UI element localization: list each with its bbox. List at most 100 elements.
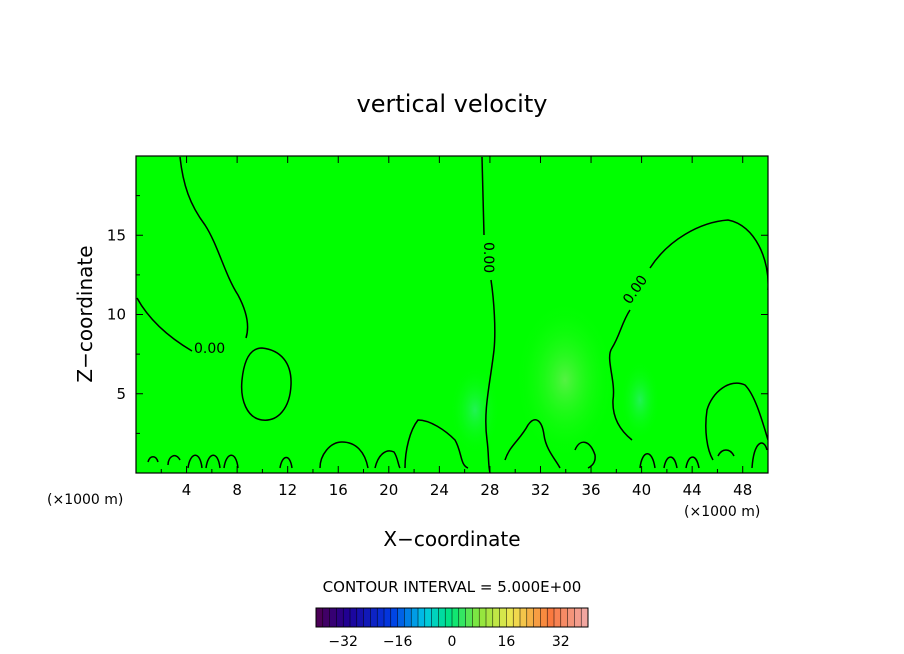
contour-line [663, 456, 678, 469]
colorbar-swatch [370, 608, 378, 627]
colorbar-tick-label: −16 [383, 634, 413, 650]
colorbar-swatch [322, 608, 330, 627]
plot-area: 0.00 0.00 0.00 4 8 12 16 20 24 28 32 36 40 44 48 51… [107, 155, 769, 499]
x-axis-ticks: 4 8 12 16 20 24 28 32 36 40 44 48 [160, 156, 752, 499]
colorbar-swatch [533, 608, 541, 627]
contour-line [481, 156, 485, 236]
colorbar-swatch [424, 608, 432, 627]
contour-lines [136, 156, 768, 473]
colorbar-tick-label: −32 [328, 634, 358, 650]
contour-line [279, 456, 293, 469]
colorbar-swatch [329, 608, 337, 627]
x-tick-label: 8 [232, 481, 242, 499]
y-tick-label: 15 [107, 226, 126, 244]
contour-line [717, 449, 735, 457]
contour-line [167, 454, 181, 466]
x-tick-label: 36 [581, 481, 600, 499]
colorbar-swatch [363, 608, 371, 627]
field-shading [515, 300, 615, 460]
x-axis-title: X−coordinate [383, 527, 520, 551]
contour-line [187, 454, 203, 469]
contour-label: 0.00 [480, 242, 496, 273]
colorbar-swatch [479, 608, 487, 627]
contour-line [685, 456, 700, 469]
contour-line [504, 419, 561, 469]
colorbar-swatch [452, 608, 460, 627]
contour-line [136, 297, 193, 352]
contour-line [404, 419, 469, 469]
colorbar-tick-label: 16 [497, 634, 515, 650]
contour-line [574, 441, 596, 469]
colorbar-swatch [486, 608, 494, 627]
contour-line [205, 454, 221, 469]
colorbar-swatch [418, 608, 426, 627]
colorbar-swatch [316, 608, 324, 627]
y-axis-ticks: 5 10 15 [107, 195, 768, 434]
contour-line [485, 279, 496, 473]
field-shading [620, 360, 660, 440]
colorbar-swatch [581, 608, 589, 627]
colorbar-swatch [499, 608, 507, 627]
x-axis-unit-left: (×1000 m) [47, 492, 123, 508]
colorbar-tick-label: 0 [448, 634, 457, 650]
x-tick-label: 44 [683, 481, 702, 499]
colorbar-swatch [465, 608, 473, 627]
contour-line [751, 442, 768, 469]
colorbar-swatch [567, 608, 575, 627]
colorbar-swatch [472, 608, 480, 627]
colorbar-swatch [526, 608, 534, 627]
colorbar-swatch [520, 608, 528, 627]
contour-line [639, 453, 656, 469]
colorbar-swatch [492, 608, 500, 627]
colorbar-swatch [356, 608, 364, 627]
colorbar-swatch [547, 608, 555, 627]
colorbar-swatch [540, 608, 548, 627]
contour-interval-text: CONTOUR INTERVAL = 5.000E+00 [323, 578, 582, 596]
y-tick-label: 5 [116, 385, 126, 403]
contour-line [608, 309, 633, 441]
x-tick-label: 4 [182, 481, 192, 499]
contour-line [147, 456, 159, 463]
contour-line [319, 441, 369, 469]
contour-line [649, 219, 768, 290]
colorbar-swatch [336, 608, 344, 627]
colorbar-swatch [390, 608, 398, 627]
x-tick-label: 12 [278, 481, 297, 499]
colorbar-swatch [458, 608, 466, 627]
colorbar-ticks: −32 −16 0 16 32 [328, 634, 569, 650]
colorbar-swatch [560, 608, 568, 627]
contour-line [223, 454, 239, 469]
colorbar-swatch [513, 608, 521, 627]
colorbar [315, 608, 589, 627]
x-tick-label: 20 [379, 481, 398, 499]
colorbar-swatch [404, 608, 412, 627]
colorbar-swatch [343, 608, 351, 627]
x-tick-label: 16 [329, 481, 348, 499]
colorbar-tick-label: 32 [552, 634, 570, 650]
chart-title: vertical velocity [357, 90, 548, 118]
x-axis-unit-right: (×1000 m) [684, 504, 760, 520]
colorbar-swatch [554, 608, 562, 627]
x-tick-label: 48 [733, 481, 752, 499]
x-tick-label: 32 [531, 481, 550, 499]
colorbar-swatch [438, 608, 446, 627]
colorbar-swatch [431, 608, 439, 627]
field-shading [450, 365, 500, 455]
colorbar-swatch [384, 608, 392, 627]
x-tick-label: 28 [480, 481, 499, 499]
colorbar-swatch [350, 608, 358, 627]
y-tick-label: 10 [107, 306, 126, 324]
y-axis-title: Z−coordinate [73, 245, 97, 382]
contour-line [240, 347, 292, 421]
contour-line [374, 450, 401, 469]
colorbar-swatch [574, 608, 582, 627]
colorbar-swatch [506, 608, 514, 627]
contour-line [179, 156, 249, 339]
x-tick-label: 24 [430, 481, 449, 499]
x-tick-label: 40 [632, 481, 651, 499]
colorbar-swatch [377, 608, 385, 627]
colorbar-swatch [411, 608, 419, 627]
colorbar-swatch [397, 608, 405, 627]
contour-line [705, 382, 768, 461]
